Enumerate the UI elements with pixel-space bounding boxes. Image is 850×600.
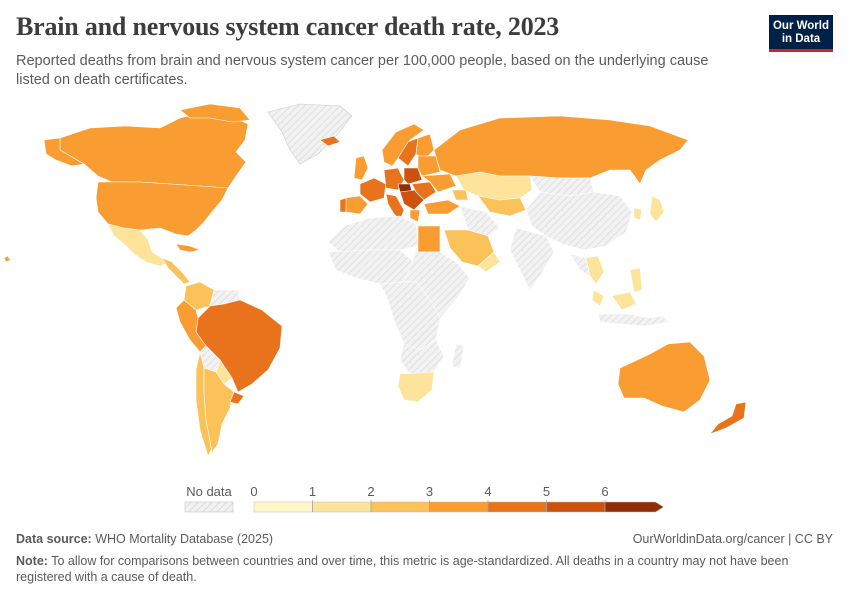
region-korea[interactable] — [633, 207, 643, 221]
legend-bin-0[interactable] — [253, 501, 313, 513]
region-iceland[interactable] — [319, 135, 341, 147]
region-japan[interactable] — [649, 195, 665, 223]
legend-tick-6: 6 — [601, 484, 608, 499]
legend-tick-3: 3 — [426, 484, 433, 499]
legend-bin-5[interactable] — [546, 501, 606, 513]
region-argentina[interactable] — [203, 367, 235, 453]
region-uk[interactable] — [353, 155, 369, 181]
legend-tick-1: 1 — [309, 484, 316, 499]
region-baltics-belarus[interactable] — [417, 155, 441, 177]
region-france[interactable] — [359, 177, 387, 203]
legend-tick-2: 2 — [367, 484, 374, 499]
legend-tick-0: 0 — [250, 484, 257, 499]
data-source-value[interactable]: WHO Mortality Database (2025) — [95, 532, 274, 546]
data-source: Data source: WHO Mortality Database (202… — [16, 532, 273, 546]
region-new-zealand[interactable] — [709, 401, 747, 435]
region-greece[interactable] — [409, 209, 421, 223]
region-poland[interactable] — [403, 167, 423, 185]
region-balkans[interactable] — [399, 189, 425, 211]
region-madagascar[interactable] — [451, 343, 465, 369]
note-text: To allow for comparisons between countri… — [16, 554, 789, 584]
note-label: Note: — [16, 554, 48, 568]
region-hawaii[interactable] — [3, 255, 11, 263]
region-ukraine[interactable] — [421, 173, 457, 193]
legend-tick-labels: 0 1 2 3 4 5 6 — [250, 484, 609, 512]
logo-line-2: in Data — [781, 33, 821, 45]
legend-color-bins — [253, 501, 664, 513]
region-alaska[interactable] — [43, 137, 85, 167]
region-borneo[interactable] — [611, 291, 637, 311]
legend-bin-4[interactable] — [487, 501, 547, 513]
region-yemen-oman[interactable] — [477, 251, 501, 273]
region-caucasus[interactable] — [451, 189, 469, 201]
legend-tick-4: 4 — [484, 484, 491, 499]
chart-subtitle: Reported deaths from brain and nervous s… — [16, 53, 709, 88]
logo-line-1: Our World — [772, 20, 829, 32]
legend-bin-3[interactable] — [429, 501, 489, 513]
legend-bin-2[interactable] — [370, 501, 430, 513]
region-philippines[interactable] — [629, 267, 643, 293]
region-south-africa[interactable] — [397, 371, 435, 403]
region-australia[interactable] — [617, 341, 711, 413]
legend-no-data-swatch — [184, 501, 234, 513]
region-hungary-romania[interactable] — [411, 181, 437, 201]
chart-note: Note: To allow for comparisons between c… — [16, 553, 816, 585]
chart-title: Brain and nervous system cancer death ra… — [16, 12, 560, 41]
region-portugal[interactable] — [339, 197, 347, 213]
legend-bin-6[interactable] — [604, 501, 664, 513]
site-license[interactable]: OurWorldinData.org/cancer | CC BY — [632, 532, 833, 546]
region-iran-iraq[interactable] — [459, 205, 501, 237]
world-map — [3, 103, 747, 457]
region-uruguay[interactable] — [229, 391, 245, 405]
region-usa[interactable] — [95, 181, 229, 237]
region-southern-africa-north[interactable] — [399, 339, 445, 375]
region-indonesia[interactable] — [597, 313, 671, 327]
region-turkey[interactable] — [423, 199, 461, 215]
region-norway[interactable] — [381, 123, 425, 167]
region-central-america[interactable] — [161, 257, 191, 285]
region-finland[interactable] — [415, 133, 435, 161]
region-india[interactable] — [509, 227, 555, 291]
region-canada[interactable] — [59, 111, 249, 189]
region-malaysia[interactable] — [591, 289, 605, 307]
legend-no-data-label: No data — [186, 484, 232, 499]
region-caribbean[interactable] — [175, 243, 201, 253]
region-arctic-islands[interactable] — [179, 103, 251, 123]
region-kazakhstan[interactable] — [455, 171, 533, 201]
legend-tick-5: 5 — [543, 484, 550, 499]
data-source-label: Data source: — [16, 532, 92, 546]
region-north-africa[interactable] — [327, 215, 419, 253]
region-se-asia[interactable] — [569, 253, 591, 277]
owid-logo[interactable]: Our World in Data — [769, 15, 833, 52]
legend-bin-1[interactable] — [312, 501, 372, 513]
